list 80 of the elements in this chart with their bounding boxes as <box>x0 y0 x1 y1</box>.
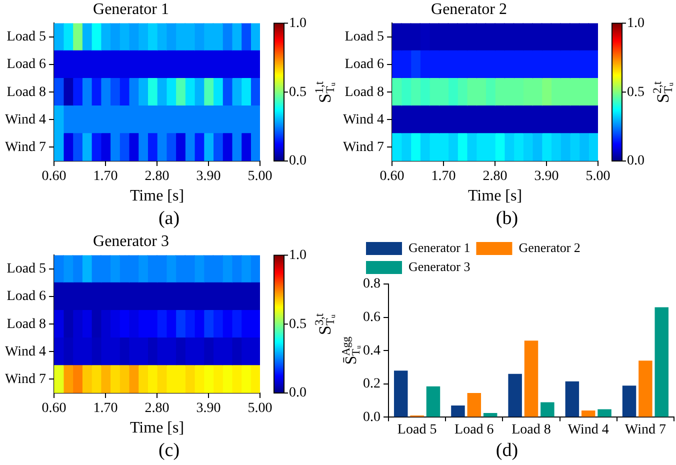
bar <box>622 386 636 417</box>
y-tick-label: Load 8 <box>6 84 46 100</box>
x-axis-title: Time [s] <box>130 420 184 437</box>
x-tick-label: 3.90 <box>196 169 221 184</box>
text: (d) <box>494 439 520 463</box>
y-tick-label: Wind 7 <box>4 140 46 155</box>
x-tick-label: 1.70 <box>93 169 118 184</box>
bar <box>581 410 596 417</box>
x-tick-label: 0.60 <box>42 169 66 184</box>
x-tick-label: 2.80 <box>144 401 170 416</box>
color-bar-label: 0.5 <box>289 84 306 100</box>
bar <box>654 307 669 417</box>
y-tick-label: 0.2 <box>363 376 380 392</box>
y-tick-label: 0.0 <box>363 410 380 425</box>
y-tick-label: Load 6 <box>344 57 384 72</box>
x-tick-label: 3.90 <box>534 169 559 184</box>
y-tick-label: 0.8 <box>363 276 380 292</box>
x-tick-label: 3.90 <box>196 401 221 416</box>
color-bar-label: 0.0 <box>627 154 644 169</box>
x-tick-label: 5.00 <box>248 401 272 416</box>
y-tick-label: 0.4 <box>363 343 380 358</box>
bar <box>483 413 498 417</box>
chart-title: Generator 3 <box>93 232 169 250</box>
bar <box>565 381 580 417</box>
x-tick-label: Load 5 <box>397 422 437 438</box>
y-tick-label: Load 5 <box>344 30 384 45</box>
x-tick-label: 1.70 <box>93 401 118 416</box>
color-bar-label: 0.5 <box>289 316 306 332</box>
text: (a) <box>157 207 181 231</box>
color-bar-label: 1.0 <box>627 16 644 31</box>
bar <box>638 360 652 417</box>
x-tick-label: 1.70 <box>431 169 456 184</box>
x-tick-label: 0.60 <box>42 401 66 416</box>
y-tick-label: Load 5 <box>6 262 46 277</box>
x-axis-title: Time [s] <box>468 188 522 205</box>
y-tick-label: Load 6 <box>6 289 46 304</box>
y-tick-label: Wind 7 <box>342 140 384 155</box>
y-tick-label: Wind 7 <box>4 372 46 387</box>
legend-label: Generator 2 <box>518 240 580 255</box>
color-bar-label: 0.5 <box>627 84 644 100</box>
color-bar-label: 0.0 <box>289 154 306 169</box>
bar <box>426 386 440 417</box>
chart-title: Generator 1 <box>93 0 169 18</box>
y-tick-label: Wind 4 <box>4 112 46 128</box>
color-bar-label: 1.0 <box>289 248 306 263</box>
y-tick-label: Load 8 <box>6 316 46 332</box>
x-tick-label: Wind 7 <box>624 422 666 438</box>
bar <box>508 374 522 417</box>
color-bar-title: S3,tTᵤ <box>312 312 338 335</box>
text: (c) <box>157 439 181 463</box>
y-tick-label: Wind 4 <box>4 344 46 360</box>
y-axis-title: S̄AggTᵤ <box>340 336 363 365</box>
legend-label: Generator 1 <box>408 240 470 255</box>
chart-title: Generator 2 <box>431 0 507 18</box>
y-tick-label: 0.6 <box>363 310 380 325</box>
color-bar-label: 1.0 <box>289 16 306 31</box>
x-tick-label: Wind 4 <box>568 422 609 438</box>
y-tick-label: Load 8 <box>344 84 384 100</box>
y-tick-label: Load 6 <box>6 57 46 72</box>
color-bar-title: S2,tTᵤ <box>650 80 676 103</box>
legend-label: Generator 3 <box>408 258 470 274</box>
color-bar-title: S1,tTᵤ <box>312 80 338 103</box>
x-tick-label: 5.00 <box>248 169 272 184</box>
x-tick-label: 2.80 <box>144 169 170 184</box>
bar <box>451 406 465 417</box>
x-tick-label: Load 8 <box>512 422 551 438</box>
x-tick-label: 5.00 <box>586 169 610 184</box>
x-tick-label: Load 6 <box>454 422 494 438</box>
color-bar-label: 0.0 <box>289 386 306 401</box>
x-tick-label: 0.60 <box>380 169 404 184</box>
y-tick-label: Wind 4 <box>342 112 384 128</box>
bar <box>394 370 408 417</box>
bar <box>540 402 554 417</box>
bar <box>467 393 482 417</box>
bar <box>598 409 612 417</box>
y-tick-label: Load 5 <box>6 30 46 45</box>
bar <box>524 340 538 417</box>
text: (b) <box>494 207 520 231</box>
x-axis-title: Time [s] <box>130 188 184 205</box>
x-tick-label: 2.80 <box>482 169 508 184</box>
